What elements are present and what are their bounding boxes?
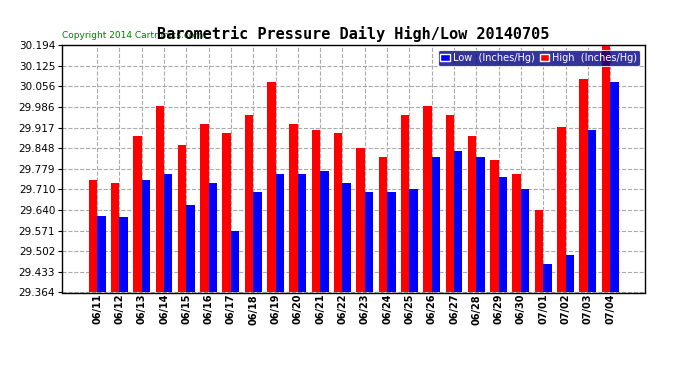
Bar bbox=[490, 159, 499, 292]
Bar bbox=[231, 231, 239, 292]
Bar bbox=[141, 180, 150, 292]
Bar bbox=[245, 115, 253, 292]
Bar bbox=[535, 210, 543, 292]
Bar bbox=[208, 183, 217, 292]
Bar bbox=[499, 177, 507, 292]
Bar bbox=[275, 174, 284, 292]
Bar bbox=[468, 136, 476, 292]
Bar bbox=[423, 106, 432, 292]
Bar bbox=[432, 156, 440, 292]
Bar bbox=[602, 46, 610, 292]
Bar bbox=[557, 127, 566, 292]
Bar bbox=[133, 136, 141, 292]
Bar bbox=[178, 145, 186, 292]
Bar bbox=[186, 206, 195, 292]
Bar bbox=[200, 124, 208, 292]
Bar bbox=[164, 174, 172, 292]
Bar bbox=[334, 133, 342, 292]
Text: Copyright 2014 Cartronics.com: Copyright 2014 Cartronics.com bbox=[62, 31, 204, 40]
Bar bbox=[446, 115, 454, 292]
Bar bbox=[267, 82, 275, 292]
Bar bbox=[543, 264, 552, 292]
Bar bbox=[222, 133, 231, 292]
Bar bbox=[320, 171, 328, 292]
Bar bbox=[111, 183, 119, 292]
Bar bbox=[356, 148, 365, 292]
Bar bbox=[580, 79, 588, 292]
Bar bbox=[409, 189, 418, 292]
Bar bbox=[379, 156, 387, 292]
Title: Barometric Pressure Daily High/Low 20140705: Barometric Pressure Daily High/Low 20140… bbox=[157, 27, 550, 42]
Bar bbox=[97, 216, 106, 292]
Bar bbox=[312, 130, 320, 292]
Bar bbox=[513, 174, 521, 292]
Bar bbox=[253, 192, 262, 292]
Bar bbox=[88, 180, 97, 292]
Bar bbox=[387, 192, 395, 292]
Bar bbox=[342, 183, 351, 292]
Bar bbox=[155, 106, 164, 292]
Bar bbox=[289, 124, 298, 292]
Bar bbox=[298, 174, 306, 292]
Bar bbox=[401, 115, 409, 292]
Bar bbox=[119, 217, 128, 292]
Bar bbox=[476, 156, 485, 292]
Legend: Low  (Inches/Hg), High  (Inches/Hg): Low (Inches/Hg), High (Inches/Hg) bbox=[437, 50, 640, 66]
Bar bbox=[521, 189, 529, 292]
Bar bbox=[365, 192, 373, 292]
Bar bbox=[588, 130, 596, 292]
Bar bbox=[610, 82, 619, 292]
Bar bbox=[454, 150, 462, 292]
Bar bbox=[566, 255, 574, 292]
